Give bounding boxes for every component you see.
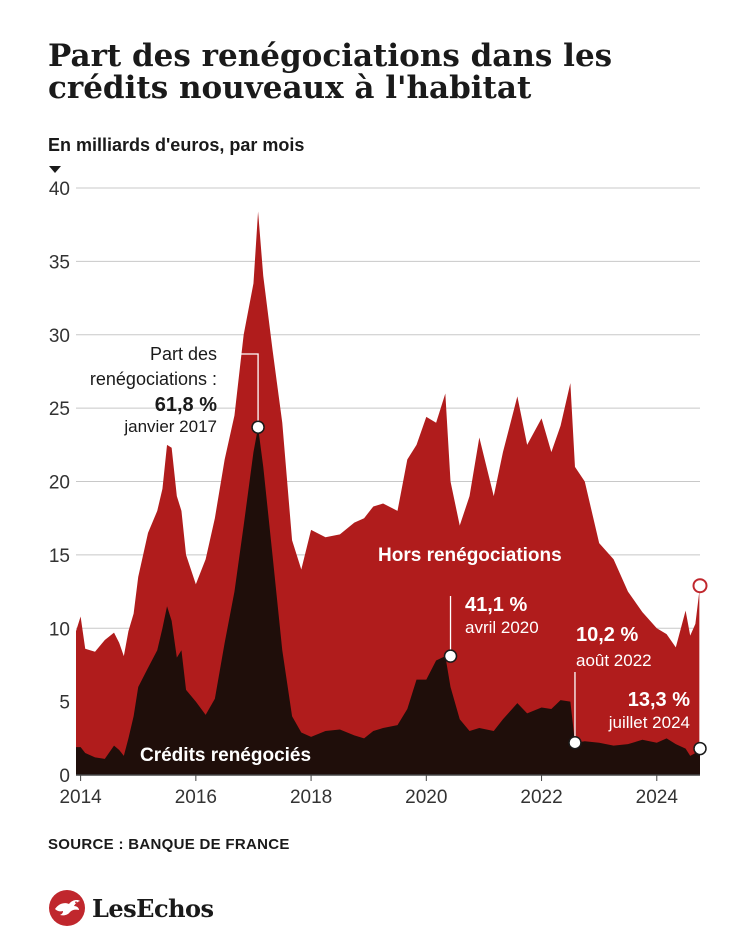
annotation-value: 13,3 %	[628, 689, 690, 711]
x-tick-label: 2016	[175, 787, 217, 808]
annotation-value: 61,8 %	[155, 394, 217, 416]
area-chart: 0 5 10 15 20 25 30 35 40 2014 2016 2018 2020 2022 2024…	[49, 179, 708, 808]
x-tick-label: 2014	[59, 787, 102, 808]
y-tick-label: 35	[49, 252, 70, 273]
x-tick-label: 2020	[405, 787, 447, 808]
eagle-logo-icon	[49, 890, 85, 926]
annotation-leader	[228, 353, 259, 428]
y-tick-label: 20	[49, 473, 70, 494]
annotation-marker	[568, 735, 582, 750]
annotation-marker	[693, 741, 707, 756]
annotation-marker	[251, 420, 265, 434]
y-tick-label: 40	[49, 179, 70, 200]
annotation-value: 10,2 %	[576, 624, 638, 646]
series-label-credits-renegocies: Crédits renégociés	[140, 745, 311, 766]
latest-total-marker	[692, 578, 708, 594]
x-tick-label: 2022	[520, 787, 562, 808]
annotation-label: Part des	[150, 344, 217, 364]
y-tick-label: 15	[49, 546, 70, 567]
caret-down-icon	[49, 166, 61, 173]
annotation-date: juillet 2024	[608, 713, 690, 732]
y-tick-label: 10	[49, 619, 70, 640]
source-note: SOURCE : BANQUE DE FRANCE	[48, 836, 290, 853]
series-area-credits-renegocies	[76, 427, 700, 775]
chart-title: Part des renégociations dans les crédits…	[48, 38, 613, 106]
annotation-date: avril 2020	[465, 618, 539, 637]
y-tick-label: 5	[59, 693, 70, 714]
annotation-label: renégociations :	[90, 369, 217, 389]
annotation-value: 41,1 %	[465, 594, 527, 616]
y-tick-label: 25	[49, 399, 70, 420]
x-tick-label: 2018	[290, 787, 332, 808]
y-tick-label: 0	[59, 766, 70, 787]
unit-label: En milliards d'euros, par mois	[48, 135, 305, 155]
x-tick-label: 2024	[636, 787, 679, 808]
annotation-date: janvier 2017	[123, 417, 217, 436]
y-tick-label: 30	[49, 326, 70, 347]
annotation-marker	[443, 649, 458, 663]
brand-name: LesEchos	[92, 893, 214, 923]
les-echos-logo: LesEchos	[48, 888, 214, 928]
series-label-hors-renegociations: Hors renégociations	[378, 545, 562, 566]
annotation-date: août 2022	[576, 651, 652, 670]
